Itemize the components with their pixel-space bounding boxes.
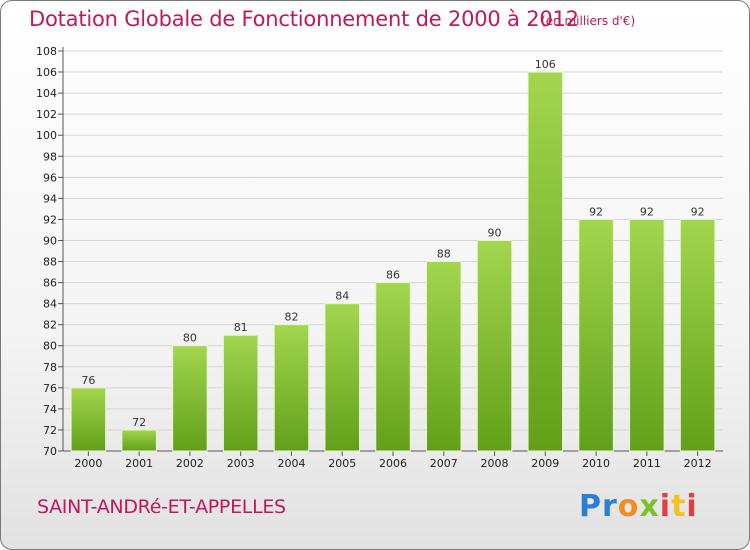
y-tick-label: 100: [36, 129, 57, 142]
y-tick-label: 70: [43, 445, 57, 458]
value-label-2009: 106: [535, 58, 556, 71]
value-label-2001: 72: [132, 416, 146, 429]
x-tick-label-2008: 2008: [481, 457, 509, 470]
x-tick-label-2007: 2007: [430, 457, 458, 470]
x-tick-label-2003: 2003: [227, 457, 255, 470]
value-label-2012: 92: [691, 205, 705, 218]
x-tick-label-2000: 2000: [74, 457, 102, 470]
chart-unit: (en milliers d'€): [541, 14, 636, 28]
y-tick-label: 90: [43, 234, 57, 247]
bar-2010: [578, 218, 614, 452]
bar-2000: [70, 387, 107, 452]
value-label-2008: 90: [488, 226, 502, 239]
proxiti-logo: Proxiti: [579, 489, 698, 524]
bar-2003: [222, 334, 259, 452]
value-label-2004: 82: [284, 311, 298, 324]
bar-2001: [121, 429, 157, 452]
y-tick-label: 98: [43, 150, 57, 163]
bar-2006: [375, 282, 411, 452]
chart-title: Dotation Globale de Fonctionnement de 20…: [29, 7, 579, 31]
y-tick-label: 96: [43, 171, 57, 184]
y-tick-label: 76: [43, 382, 57, 395]
y-tick-label: 82: [43, 319, 57, 332]
bar-2005: [324, 303, 360, 452]
value-label-2011: 92: [640, 205, 654, 218]
bar-2002: [172, 345, 208, 452]
value-label-2000: 76: [81, 374, 95, 387]
value-labels: 76 72 80 81 82 84 86 88 90 106 92 92 92: [81, 58, 704, 429]
y-tick-label: 104: [36, 87, 57, 100]
value-label-2006: 86: [386, 269, 400, 282]
y-tick-label: 74: [43, 403, 57, 416]
x-tick-label-2004: 2004: [277, 457, 305, 470]
bar-2007: [426, 261, 462, 452]
bar-2008: [476, 239, 513, 452]
value-label-2003: 81: [234, 321, 248, 334]
y-tick-label: 78: [43, 361, 57, 374]
bar-2009: [527, 71, 564, 452]
y-tick-label: 92: [43, 213, 57, 226]
bar-2011: [629, 218, 665, 452]
x-tick-label-2010: 2010: [582, 457, 610, 470]
bars: [70, 71, 716, 452]
value-label-2010: 92: [589, 205, 603, 218]
y-tick-label: 106: [36, 66, 57, 79]
x-tick-label-2001: 2001: [125, 457, 153, 470]
value-label-2002: 80: [183, 332, 197, 345]
x-tick-label-2006: 2006: [379, 457, 407, 470]
x-tick-label-2011: 2011: [633, 457, 661, 470]
tick-labels: 70 72 74 76 78 80 82 84 86 88 90 92 94 96 98 100 102 104 1…: [36, 45, 712, 470]
y-tick-label: 102: [36, 108, 57, 121]
y-tick-label: 88: [43, 256, 57, 269]
commune-name: SAINT-ANDRé-ET-APPELLES: [37, 496, 286, 518]
bar-2012: [679, 218, 716, 452]
y-tick-label: 72: [43, 424, 57, 437]
y-tick-label: 80: [43, 340, 57, 353]
x-tick-label-2012: 2012: [684, 457, 712, 470]
y-tick-label: 86: [43, 277, 57, 290]
x-tick-label-2002: 2002: [176, 457, 204, 470]
y-tick-label: 94: [43, 192, 57, 205]
y-tick-label: 108: [36, 45, 57, 58]
y-tick-label: 84: [43, 298, 57, 311]
x-tick-label-2005: 2005: [328, 457, 356, 470]
value-label-2007: 88: [437, 248, 451, 261]
x-tick-label-2009: 2009: [531, 457, 559, 470]
value-label-2005: 84: [335, 290, 349, 303]
bar-2004: [273, 324, 310, 452]
